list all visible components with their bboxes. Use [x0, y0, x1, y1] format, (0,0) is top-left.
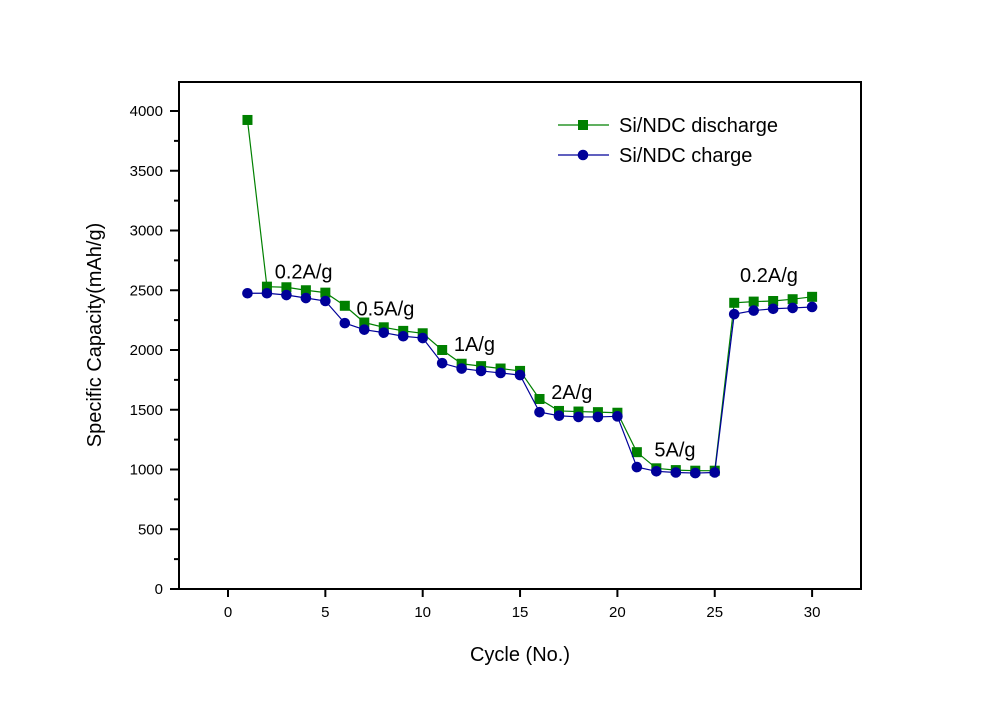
data-point [651, 465, 662, 477]
y-tick-label: 4000 [130, 103, 163, 120]
data-point [281, 289, 292, 301]
data-point [495, 367, 506, 379]
plot-frame [178, 81, 862, 590]
legend-marker-square [578, 120, 588, 130]
data-point [729, 297, 740, 308]
data-point [767, 303, 779, 315]
x-tick-label: 10 [414, 604, 431, 621]
rate-annotation: 1A/g [454, 334, 495, 356]
data-point [573, 406, 584, 417]
x-tick-label: 25 [706, 604, 723, 621]
x-tick-label: 0 [224, 604, 232, 621]
data-point [378, 327, 390, 338]
data-point [281, 282, 292, 293]
rate-annotation: 0.2A/g [740, 265, 798, 287]
data-point [612, 411, 623, 422]
data-point [436, 357, 448, 369]
data-point [534, 393, 545, 404]
annotations: 0.2A/g 0.5A/g 1A/g 2A/g 5A/g 0.2A/g [275, 261, 798, 461]
data-point [339, 317, 351, 329]
data-point [553, 410, 565, 422]
data-point [320, 287, 331, 298]
x-tick-label: 20 [609, 604, 626, 621]
y-tick-label: 500 [138, 521, 163, 538]
x-axis-title: Cycle (No.) [470, 644, 570, 666]
series-charge [242, 287, 818, 479]
series-line [247, 292, 813, 474]
data-point [300, 285, 311, 296]
x-tick-label: 30 [804, 604, 821, 621]
series-line [246, 119, 813, 472]
rate-annotation: 2A/g [551, 382, 592, 404]
data-point [748, 296, 759, 307]
data-point [437, 345, 448, 355]
y-tick-label: 1000 [130, 462, 163, 479]
y-axis-ticks: 0 500 1000 1500 2000 2500 3000 3500 4000 [130, 103, 179, 598]
y-tick-label: 1500 [130, 402, 163, 419]
data-point [242, 287, 253, 299]
data-point [242, 114, 253, 125]
data-point [398, 325, 409, 336]
data-point [787, 294, 798, 305]
data-point [358, 324, 370, 335]
data-point [807, 291, 818, 302]
data-point [748, 305, 759, 316]
data-point [261, 281, 272, 292]
rate-annotation: 0.2A/g [275, 261, 333, 283]
legend-label: Si/NDC discharge [619, 115, 778, 137]
y-tick-label: 3500 [130, 163, 163, 180]
rate-annotation: 0.5A/g [357, 298, 415, 320]
data-point [670, 467, 682, 478]
data-point [359, 317, 370, 328]
data-point [534, 406, 545, 418]
x-tick-label: 15 [512, 604, 529, 621]
data-point [592, 411, 604, 423]
data-point [806, 301, 818, 313]
data-point [397, 330, 409, 342]
data-point [631, 447, 642, 458]
data-point [261, 287, 273, 299]
data-point [514, 369, 526, 381]
data-point [320, 295, 331, 307]
data-point [768, 296, 779, 307]
x-axis-ticks: 0 5 10 15 20 25 30 [224, 589, 821, 621]
data-point [417, 332, 429, 344]
data-point [787, 302, 798, 314]
data-point [300, 292, 312, 304]
y-tick-label: 2500 [130, 282, 163, 299]
legend-label: Si/NDC charge [619, 145, 752, 167]
data-point [728, 308, 740, 320]
data-point [475, 365, 487, 377]
series-discharge [242, 114, 818, 476]
data-point [456, 363, 467, 374]
data-point [339, 300, 350, 311]
data-point [709, 467, 721, 478]
y-tick-label: 2000 [130, 342, 163, 359]
x-tick-label: 5 [321, 604, 329, 621]
data-point [631, 461, 643, 473]
legend-marker-circle [577, 149, 589, 161]
data-point [689, 467, 701, 479]
rate-annotation: 5A/g [654, 439, 695, 461]
data-point [378, 322, 389, 333]
y-axis-title: Specific Capacity(mAh/g) [84, 223, 106, 448]
y-tick-label: 0 [155, 581, 163, 598]
legend: Si/NDC discharge Si/NDC charge [558, 115, 778, 167]
y-tick-label: 3000 [130, 223, 163, 240]
series-layer [242, 114, 818, 479]
data-point [573, 411, 584, 423]
